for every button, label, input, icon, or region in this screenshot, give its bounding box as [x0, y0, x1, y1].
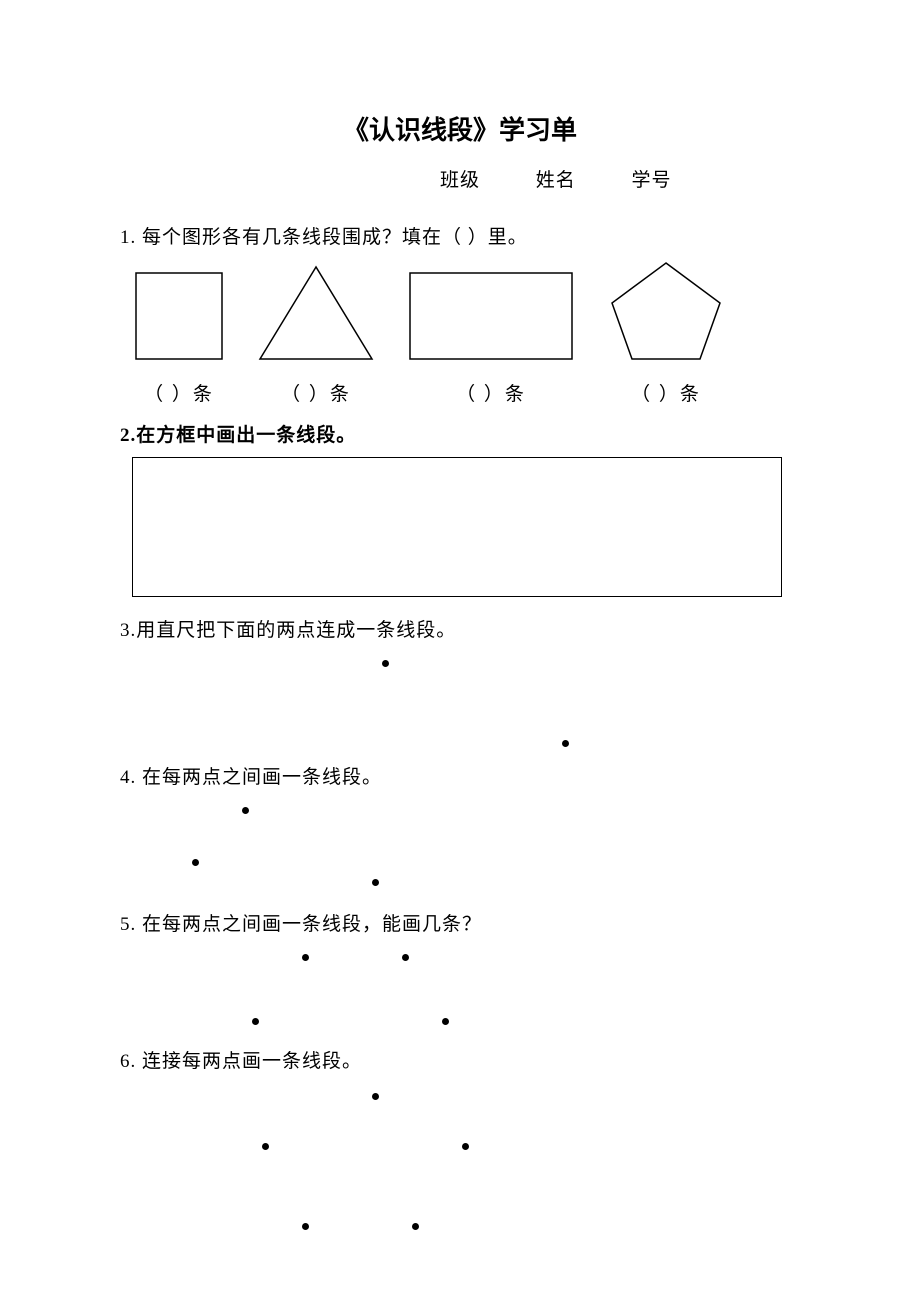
q1-blank-4: （ ）条 — [631, 379, 701, 406]
q3-dot-1 — [382, 660, 389, 667]
question-4-text: 4. 在每两点之间画一条线段。 — [120, 762, 800, 789]
q1-shapes-row: （ ）条 （ ）条 （ ）条 （ ）条 — [120, 259, 800, 406]
square-shape — [132, 269, 226, 363]
pentagon-shape — [606, 259, 726, 363]
q5-dot-4 — [442, 1018, 449, 1025]
q6-dot-area — [132, 1083, 782, 1253]
q5-dot-3 — [252, 1018, 259, 1025]
q4-dot-area — [132, 799, 782, 909]
q1-shape-rectangle: （ ）条 — [406, 269, 576, 406]
question-1-text: 1. 每个图形各有几条线段围成？填在（ ）里。 — [120, 222, 800, 249]
question-5-text: 5. 在每两点之间画一条线段，能画几条？ — [120, 909, 800, 936]
q1-blank-1: （ ）条 — [144, 379, 214, 406]
q6-dot-4 — [302, 1223, 309, 1230]
q6-dot-1 — [372, 1093, 379, 1100]
q6-dot-5 — [412, 1223, 419, 1230]
q1-blank-2: （ ）条 — [281, 379, 351, 406]
name-label: 姓名 — [536, 170, 576, 191]
question-6-text: 6. 连接每两点画一条线段。 — [120, 1046, 800, 1073]
q1-blank-3: （ ）条 — [456, 379, 526, 406]
question-3-text: 3.用直尺把下面的两点连成一条线段。 — [120, 615, 800, 642]
q5-dot-area — [132, 946, 782, 1046]
question-2-text: 2.在方框中画出一条线段。 — [120, 420, 800, 447]
id-label: 学号 — [632, 170, 672, 191]
q6-dot-2 — [262, 1143, 269, 1150]
student-info-line: 班级 姓名 学号 — [120, 165, 800, 192]
q4-dot-1 — [242, 807, 249, 814]
q4-dot-2 — [192, 859, 199, 866]
q5-dot-1 — [302, 954, 309, 961]
triangle-shape — [256, 263, 376, 363]
q3-dot-area — [132, 652, 782, 762]
q1-shape-square: （ ）条 — [132, 269, 226, 406]
rectangle-shape — [406, 269, 576, 363]
page-title: 《认识线段》学习单 — [120, 110, 800, 147]
q6-dot-3 — [462, 1143, 469, 1150]
worksheet-page: 《认识线段》学习单 班级 姓名 学号 1. 每个图形各有几条线段围成？填在（ ）… — [0, 0, 920, 1313]
class-label: 班级 — [440, 170, 480, 191]
q5-dot-2 — [402, 954, 409, 961]
q3-dot-2 — [562, 740, 569, 747]
q2-draw-box — [132, 457, 782, 597]
q1-shape-triangle: （ ）条 — [256, 263, 376, 406]
q4-dot-3 — [372, 879, 379, 886]
q1-shape-pentagon: （ ）条 — [606, 259, 726, 406]
